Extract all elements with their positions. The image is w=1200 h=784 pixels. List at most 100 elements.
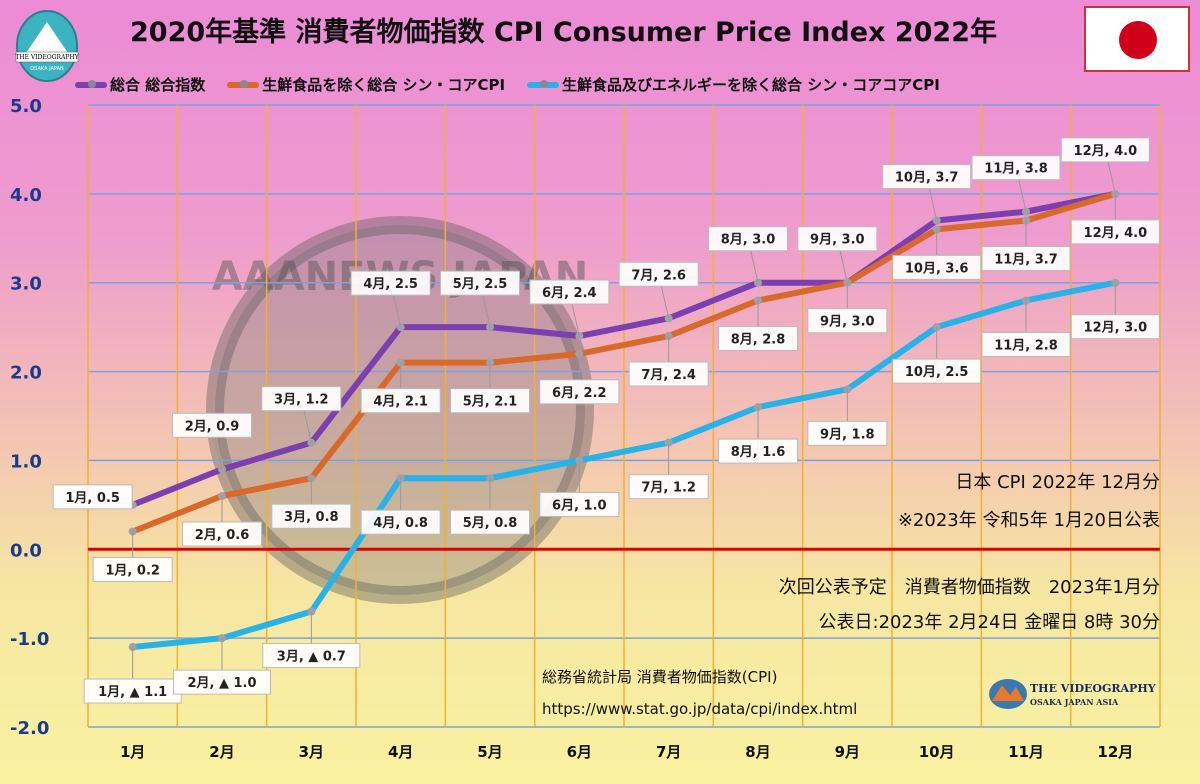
x-tick-label: 7月 — [656, 743, 681, 761]
data-label: 1月, 0.5 — [65, 491, 120, 506]
series-line-0 — [131, 190, 1116, 508]
data-label-box — [539, 379, 620, 405]
x-tick-label: 6月 — [567, 743, 592, 761]
data-label-box — [618, 261, 699, 287]
data-label-box — [350, 270, 431, 296]
x-tick-label: 12月 — [1097, 743, 1133, 761]
note-published: ※2023年 令和5年 1月20日公表 — [897, 510, 1160, 531]
data-label-box — [807, 308, 888, 334]
data-label-box — [92, 557, 173, 583]
svg-text:THE VIDEOGRAPHY: THE VIDEOGRAPHY — [15, 54, 79, 61]
data-label-box — [529, 279, 610, 305]
data-label: 3月, 1.2 — [274, 393, 329, 408]
data-label-box — [892, 358, 982, 384]
svg-text:OSAKA JAPAN: OSAKA JAPAN — [30, 66, 64, 72]
y-tick-label: 1.0 — [10, 451, 42, 472]
note-next: 次回公表予定 消費者物価指数 2023年1月分 — [778, 577, 1160, 598]
data-label: 11月, 2.8 — [994, 338, 1058, 353]
data-label-box — [892, 254, 982, 280]
x-tick-label: 3月 — [299, 743, 324, 761]
y-tick-label: 5.0 — [10, 96, 42, 117]
chart-title: 2020年基準 消費者物価指数 CPI Consumer Price Index… — [130, 17, 997, 48]
legend: 総合 総合指数 生鮮食品を除く総合 シン・コアCPI 生鮮食品及びエネルギーを除… — [75, 74, 940, 95]
data-label: 4月, 2.1 — [373, 395, 428, 410]
data-label: 8月, 1.6 — [731, 445, 786, 460]
data-label-box — [450, 388, 530, 414]
data-label-box — [173, 669, 271, 695]
data-label-box — [360, 388, 441, 414]
data-label-box — [718, 325, 798, 351]
data-label: 8月, 2.8 — [731, 332, 786, 347]
data-label-box — [971, 155, 1061, 181]
y-tick-label: -1.0 — [10, 629, 49, 650]
legend-item-headline: 総合 総合指数 — [75, 74, 205, 95]
x-tick-label: 5月 — [477, 743, 502, 761]
data-label: 5月, 2.5 — [453, 277, 508, 292]
data-label: 6月, 2.4 — [542, 286, 597, 301]
data-label: 9月, 3.0 — [810, 233, 865, 248]
x-tick-label: 9月 — [835, 743, 860, 761]
data-label: 3月, 0.8 — [284, 510, 339, 525]
x-tick-label: 4月 — [388, 743, 413, 761]
x-tick-label: 1月 — [120, 743, 145, 761]
data-label: 5月, 2.1 — [463, 395, 518, 410]
data-label: 1月, ▲ 1.1 — [98, 685, 167, 700]
x-tick-label: 8月 — [745, 743, 770, 761]
series-line-1 — [131, 190, 1117, 535]
data-label-box — [628, 474, 709, 500]
data-label-box — [1070, 219, 1160, 245]
data-label-box — [797, 226, 878, 252]
data-label: 2月, 0.6 — [195, 528, 250, 543]
videography-logo-bottom-right: THE VIDEOGRAPHY OSAKA JAPAN ASIA — [989, 679, 1156, 709]
x-tick-label: 2月 — [209, 743, 234, 761]
data-label-box — [450, 509, 530, 535]
svg-text:THE VIDEOGRAPHY: THE VIDEOGRAPHY — [1030, 682, 1156, 695]
data-label: 7月, 2.6 — [631, 268, 686, 283]
data-label-box — [262, 642, 361, 668]
data-label: 9月, 1.8 — [820, 427, 875, 442]
x-tick-label: 11月 — [1008, 743, 1044, 761]
data-label-box — [271, 503, 352, 529]
data-label: 5月, 0.8 — [463, 516, 518, 531]
data-label-box — [440, 270, 520, 296]
data-label-box — [882, 164, 972, 190]
data-label: 11月, 3.7 — [994, 253, 1058, 268]
data-label-box — [981, 246, 1071, 272]
data-label: 3月, ▲ 0.7 — [277, 649, 346, 664]
videography-logo-top-left: THE VIDEOGRAPHY OSAKA JAPAN — [15, 10, 80, 82]
data-label-box — [708, 226, 788, 252]
y-tick-label: 4.0 — [10, 185, 42, 206]
data-label: 12月, 3.0 — [1084, 321, 1148, 336]
data-label-box — [1060, 137, 1150, 163]
note-release: 日本 CPI 2022年 12月分 — [955, 472, 1160, 493]
data-label-box — [807, 420, 888, 446]
data-label: 12月, 4.0 — [1074, 144, 1138, 159]
data-label-box — [52, 484, 133, 510]
data-label: 7月, 1.2 — [641, 481, 696, 496]
legend-item-core: 生鮮食品を除く総合 シン・コアCPI — [227, 74, 505, 95]
data-label: 10月, 3.6 — [905, 261, 969, 276]
data-label: 12月, 4.0 — [1084, 226, 1148, 241]
note-next-date: 公表日:2023年 2月24日 金曜日 8時 30分 — [818, 612, 1160, 633]
y-tick-label: 0.0 — [10, 540, 42, 561]
data-label-box — [628, 361, 709, 387]
data-label: 2月, ▲ 1.0 — [187, 676, 256, 691]
y-tick-label: 3.0 — [10, 274, 42, 295]
data-label-box — [261, 386, 342, 412]
data-label: 10月, 2.5 — [905, 365, 969, 380]
data-label-box — [172, 412, 252, 438]
data-label: 6月, 2.2 — [552, 386, 607, 401]
y-tick-label: -2.0 — [10, 718, 49, 739]
data-label-box — [360, 509, 441, 535]
data-label-box — [981, 331, 1071, 357]
source-url[interactable]: https://www.stat.go.jp/data/cpi/index.ht… — [542, 700, 858, 718]
data-label: 7月, 2.4 — [641, 368, 696, 383]
data-label-box — [718, 438, 798, 464]
data-label-box — [539, 491, 620, 517]
data-label: 11月, 3.8 — [984, 162, 1048, 177]
svg-text:OSAKA JAPAN ASIA: OSAKA JAPAN ASIA — [1030, 697, 1119, 707]
data-label: 9月, 3.0 — [820, 315, 875, 330]
data-label: 2月, 0.9 — [185, 419, 240, 434]
data-label: 4月, 2.5 — [363, 277, 418, 292]
